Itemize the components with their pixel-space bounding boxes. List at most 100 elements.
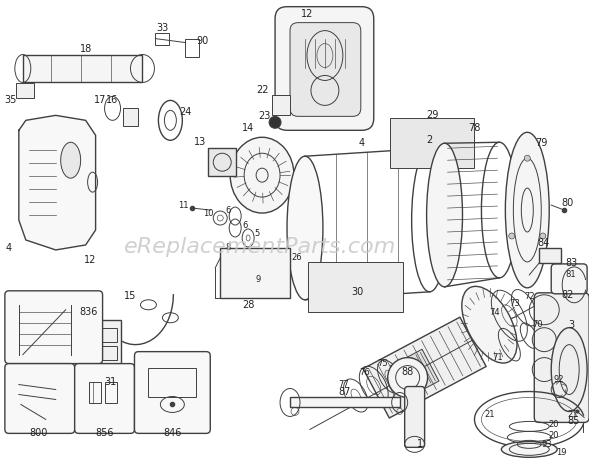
- Bar: [155, 33, 169, 45]
- Bar: [272, 95, 290, 115]
- Bar: [390, 118, 474, 168]
- Ellipse shape: [61, 142, 81, 178]
- Text: 84: 84: [537, 238, 549, 248]
- Polygon shape: [19, 115, 96, 250]
- Text: 72: 72: [524, 292, 535, 301]
- Text: 12: 12: [84, 255, 97, 265]
- Text: eReplacementParts.com: eReplacementParts.com: [124, 237, 396, 257]
- Text: 17: 17: [94, 95, 107, 106]
- Text: 82: 82: [561, 290, 573, 300]
- Bar: [208, 148, 236, 176]
- Text: 79: 79: [535, 138, 548, 148]
- Text: 2: 2: [427, 135, 432, 145]
- Text: 26: 26: [291, 254, 302, 262]
- FancyBboxPatch shape: [535, 293, 589, 422]
- Ellipse shape: [230, 137, 294, 213]
- Bar: [185, 39, 199, 57]
- Text: 92: 92: [554, 375, 565, 384]
- FancyBboxPatch shape: [135, 352, 210, 433]
- Text: 20: 20: [548, 420, 559, 429]
- Text: 856: 856: [96, 428, 114, 438]
- Text: 77: 77: [339, 380, 349, 389]
- Bar: [91, 320, 120, 375]
- Text: 23: 23: [258, 112, 270, 121]
- Text: 18: 18: [80, 43, 92, 53]
- Text: 93: 93: [542, 440, 553, 449]
- Text: 90: 90: [196, 35, 208, 46]
- Text: 22: 22: [256, 85, 268, 95]
- Text: 19: 19: [556, 448, 566, 457]
- Text: 71: 71: [492, 353, 503, 362]
- Ellipse shape: [551, 328, 587, 412]
- Bar: [237, 250, 245, 266]
- Ellipse shape: [525, 155, 530, 161]
- Bar: [94, 346, 117, 360]
- Text: 846: 846: [163, 428, 182, 438]
- Text: 20: 20: [548, 431, 559, 440]
- Ellipse shape: [540, 233, 546, 239]
- Text: 10: 10: [203, 208, 214, 218]
- Ellipse shape: [269, 116, 281, 128]
- Text: 800: 800: [30, 428, 48, 438]
- Bar: [23, 54, 142, 83]
- Polygon shape: [363, 317, 486, 418]
- Text: 6: 6: [225, 206, 231, 214]
- FancyBboxPatch shape: [290, 23, 361, 116]
- Text: 5: 5: [254, 230, 260, 238]
- Text: 6: 6: [242, 220, 248, 230]
- Text: 9: 9: [255, 275, 261, 284]
- Text: 836: 836: [80, 307, 98, 317]
- Text: 21: 21: [567, 410, 578, 419]
- Bar: [88, 382, 100, 403]
- Bar: [94, 328, 117, 342]
- Bar: [220, 248, 290, 298]
- Text: 29: 29: [427, 110, 439, 120]
- Text: 28: 28: [242, 300, 254, 310]
- Text: 81: 81: [566, 270, 576, 279]
- Bar: [16, 83, 34, 98]
- Polygon shape: [391, 349, 439, 398]
- Bar: [94, 364, 117, 372]
- Bar: [539, 248, 561, 263]
- Ellipse shape: [502, 441, 557, 457]
- Text: 12: 12: [301, 9, 313, 18]
- Ellipse shape: [427, 143, 463, 287]
- Text: 13: 13: [194, 137, 206, 147]
- FancyBboxPatch shape: [275, 6, 373, 130]
- Text: 4: 4: [359, 138, 365, 148]
- FancyBboxPatch shape: [5, 291, 103, 364]
- Text: 75: 75: [378, 359, 388, 368]
- Text: 14: 14: [242, 123, 254, 133]
- Text: 73: 73: [509, 299, 520, 308]
- Text: 21: 21: [484, 410, 494, 419]
- Bar: [123, 108, 139, 126]
- Text: 3: 3: [568, 320, 574, 330]
- Text: 16: 16: [106, 95, 119, 106]
- Ellipse shape: [287, 156, 323, 300]
- Bar: [308, 262, 402, 312]
- Text: 4: 4: [6, 243, 12, 253]
- Text: 78: 78: [468, 123, 481, 133]
- Text: 33: 33: [156, 23, 169, 33]
- Text: 76: 76: [359, 368, 370, 377]
- Ellipse shape: [462, 286, 517, 363]
- FancyBboxPatch shape: [5, 364, 75, 433]
- Text: 74: 74: [489, 308, 500, 317]
- Text: 87: 87: [339, 386, 351, 396]
- Text: 88: 88: [402, 366, 414, 377]
- Text: 83: 83: [565, 258, 577, 268]
- Ellipse shape: [388, 358, 428, 397]
- FancyBboxPatch shape: [75, 364, 135, 433]
- Bar: [290, 397, 399, 408]
- Text: 15: 15: [124, 291, 137, 301]
- Text: 85: 85: [567, 416, 579, 426]
- Ellipse shape: [509, 233, 514, 239]
- Text: 35: 35: [5, 95, 17, 106]
- Text: 31: 31: [104, 377, 117, 386]
- Text: 30: 30: [352, 287, 364, 297]
- Text: 24: 24: [179, 107, 192, 118]
- Text: 11: 11: [178, 201, 189, 210]
- Text: 70: 70: [532, 320, 543, 329]
- FancyBboxPatch shape: [405, 386, 425, 447]
- Ellipse shape: [506, 132, 549, 288]
